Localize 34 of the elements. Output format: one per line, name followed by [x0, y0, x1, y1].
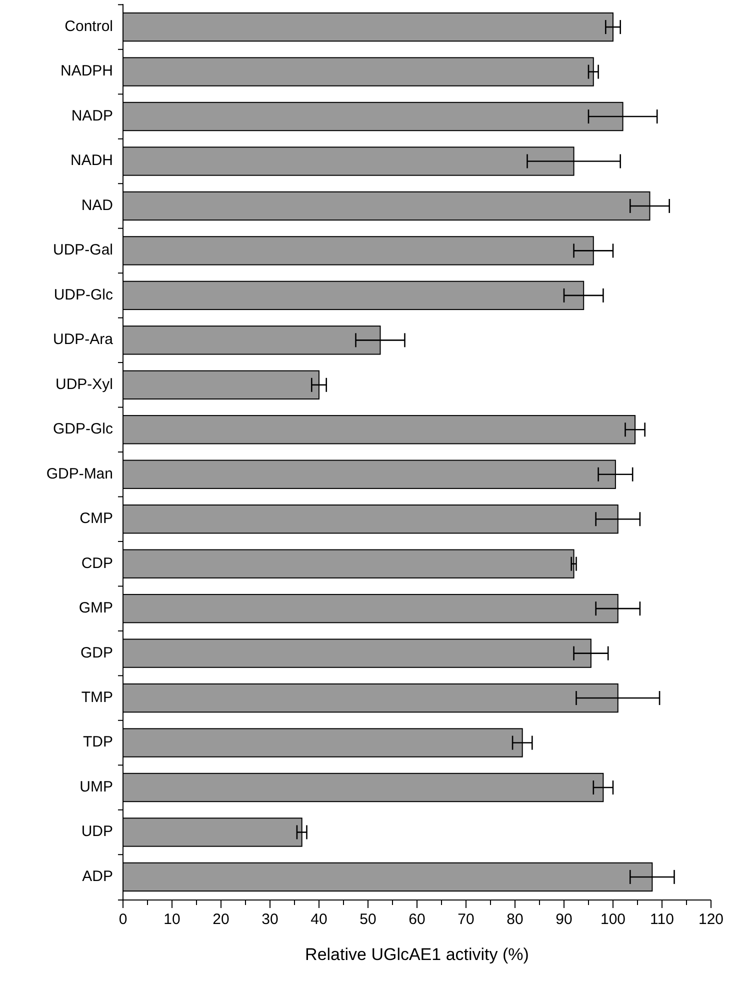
y-tick-label: Control — [64, 18, 113, 36]
x-tick-label: 50 — [360, 911, 376, 928]
y-tick-label: NADH — [70, 152, 113, 170]
x-tick-label: 60 — [408, 911, 426, 928]
y-tick-label: UDP-Glc — [54, 286, 114, 304]
x-tick-label: 0 — [118, 911, 128, 928]
x-tick-label: 90 — [556, 911, 572, 928]
y-tick-label: TDP — [83, 734, 113, 751]
x-tick-label: 80 — [506, 911, 524, 928]
y-tick-label: CMP — [80, 510, 113, 528]
y-tick-label: GMP — [78, 600, 113, 617]
x-tick-label: 120 — [698, 911, 724, 928]
y-tick-label: UDP-Xyl — [55, 376, 113, 393]
x-tick-label: 20 — [212, 911, 230, 928]
y-tick-label: GDP — [80, 644, 113, 662]
x-tick-label: 40 — [310, 911, 328, 928]
y-tick-label: NADPH — [60, 62, 113, 80]
y-tick-label: TMP — [81, 689, 113, 706]
x-tick-label: 70 — [458, 911, 474, 928]
x-axis-title: Relative UGlcAE1 activity (%) — [305, 945, 529, 964]
y-tick-label: UDP-Ara — [52, 331, 114, 348]
y-tick-label: ADP — [82, 868, 113, 885]
y-tick-label: NAD — [81, 196, 114, 214]
y-tick-label: UDP-Gal — [52, 242, 113, 259]
x-tick-label: 30 — [262, 911, 278, 928]
y-tick-label: GDP-Glc — [53, 420, 114, 438]
y-tick-label: CDP — [81, 554, 113, 572]
y-tick-label: GDP-Man — [46, 465, 113, 482]
y-tick-label: UMP — [80, 778, 113, 796]
y-tick-label: NADP — [71, 107, 113, 124]
x-tick-label: 100 — [600, 911, 626, 928]
x-tick-label: 10 — [164, 911, 180, 928]
x-tick-label: 110 — [650, 911, 674, 928]
y-tick-label: UDP — [81, 823, 113, 840]
